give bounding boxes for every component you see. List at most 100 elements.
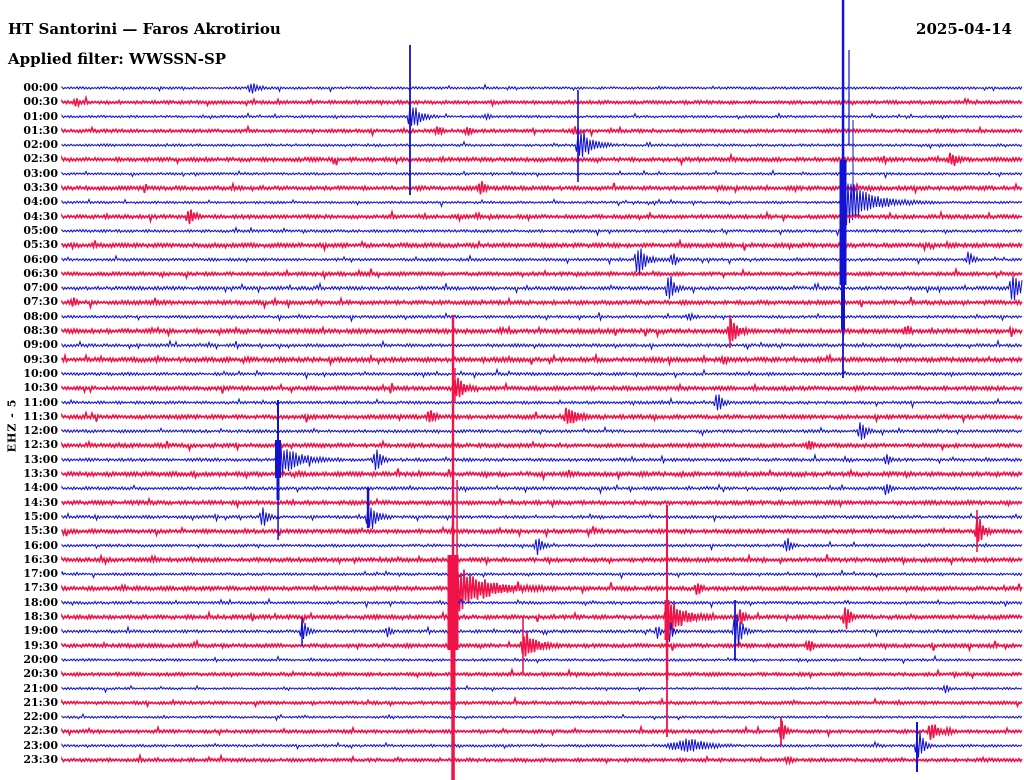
event-overflow-bar [839, 160, 847, 285]
trace-row-11:00 [61, 394, 1023, 411]
event-overflow-bar [456, 480, 458, 600]
trace-row-16:00 [61, 537, 1023, 556]
trace-row-12:00 [61, 422, 1023, 440]
trace-row-15:30 [61, 518, 1023, 542]
trace-row-13:30 [61, 467, 1023, 482]
row-time-label: 02:00 [23, 138, 58, 152]
row-time-label: 19:30 [23, 638, 58, 652]
row-time-label: 22:00 [23, 710, 58, 724]
row-time-label: 17:30 [23, 581, 58, 595]
row-time-label: 04:00 [23, 195, 58, 209]
row-time-label: 09:00 [23, 338, 58, 352]
trace-row-03:00 [61, 169, 1023, 180]
event-overflow-bar [276, 478, 280, 500]
trace-row-18:30 [61, 603, 1023, 634]
trace-row-04:30 [61, 208, 1023, 225]
event-overflow-bar [451, 710, 455, 780]
trace-row-00:00 [61, 83, 1023, 94]
event-overflow-bar [916, 722, 918, 772]
trace-row-19:00 [61, 614, 1023, 647]
trace-row-23:00 [61, 731, 1023, 758]
trace-row-08:00 [61, 311, 1023, 323]
row-time-label: 21:30 [23, 695, 58, 709]
trace-row-22:30 [61, 720, 1023, 740]
event-overflow-bar [666, 505, 668, 600]
row-time-label: 23:30 [23, 753, 58, 766]
row-time-label: 16:00 [23, 538, 58, 552]
event-overflow-bar [409, 45, 411, 195]
row-time-label: 01:00 [23, 109, 58, 123]
event-overflow-bar [277, 400, 279, 440]
station-title: HT Santorini — Faros Akrotiriou [8, 20, 281, 38]
event-overflow-bar [577, 90, 579, 182]
trace-row-18:00 [61, 597, 1023, 609]
event-overflow-bar [842, 330, 844, 378]
row-time-label: 17:00 [23, 567, 58, 581]
trace-row-09:00 [61, 338, 1023, 351]
trace-row-22:00 [61, 712, 1023, 722]
row-time-label: 10:00 [23, 366, 58, 380]
trace-row-04:00 [61, 183, 1023, 226]
trace-row-14:00 [61, 483, 1023, 496]
row-time-label: 08:00 [23, 309, 58, 323]
trace-row-01:00 [61, 104, 1023, 126]
trace-row-23:30 [61, 752, 1023, 766]
row-time-label: 05:00 [23, 223, 58, 237]
event-overflow-bar [852, 120, 854, 205]
row-time-label: 00:30 [23, 95, 58, 109]
trace-row-17:30 [61, 565, 1023, 614]
event-overflow-bar [454, 368, 456, 402]
row-time-label: 09:30 [23, 352, 58, 366]
trace-row-09:30 [61, 352, 1023, 367]
row-time-label: 00:00 [23, 81, 58, 94]
trace-row-12:30 [61, 439, 1023, 453]
event-overflow-bar [275, 440, 281, 478]
trace-row-07:00 [61, 275, 1023, 301]
row-time-label: 04:30 [23, 209, 58, 223]
trace-row-13:00 [61, 446, 1023, 474]
row-time-label: 15:00 [23, 509, 58, 523]
event-overflow-bar [447, 555, 459, 650]
row-time-label: 11:30 [23, 409, 58, 423]
trace-row-11:30 [61, 407, 1023, 425]
trace-row-15:00 [61, 504, 1023, 529]
trace-row-21:00 [61, 684, 1023, 694]
event-overflow-bar [729, 315, 731, 348]
event-overflow-bar [450, 650, 456, 710]
trace-row-05:30 [61, 238, 1023, 253]
row-time-label: 05:30 [23, 238, 58, 252]
event-overflow-bar [841, 0, 845, 160]
event-overflow-bar [277, 500, 279, 540]
plot-date: 2025-04-14 [916, 20, 1012, 38]
row-time-label: 03:30 [23, 181, 58, 195]
trace-row-21:30 [61, 695, 1023, 709]
row-time-label: 21:00 [23, 681, 58, 695]
trace-row-16:30 [61, 552, 1023, 568]
trace-row-17:00 [61, 568, 1023, 580]
event-overflow-bar [665, 640, 669, 680]
event-overflow-bar [734, 600, 736, 660]
row-time-label: 22:30 [23, 724, 58, 738]
event-overflow-bar [301, 618, 303, 646]
event-overflow-bar [664, 600, 670, 640]
trace-row-20:00 [61, 654, 1023, 665]
trace-row-00:30 [61, 94, 1023, 109]
row-time-label: 16:30 [23, 552, 58, 566]
row-time-label: 18:00 [23, 595, 58, 609]
event-overflow-bar [780, 718, 782, 746]
row-time-label: 11:00 [23, 395, 58, 409]
row-time-label: 18:30 [23, 610, 58, 624]
row-time-label: 19:00 [23, 624, 58, 638]
trace-row-19:30 [61, 631, 1023, 657]
row-time-label: 03:00 [23, 166, 58, 180]
trace-row-06:00 [61, 248, 1023, 275]
row-time-label: 08:30 [23, 324, 58, 338]
trace-row-14:30 [61, 496, 1023, 510]
trace-row-02:30 [61, 152, 1023, 167]
event-overflow-bar [841, 285, 845, 330]
row-time-label: 13:00 [23, 452, 58, 466]
event-overflow-bar [451, 315, 455, 555]
row-time-label: 20:30 [23, 667, 58, 681]
